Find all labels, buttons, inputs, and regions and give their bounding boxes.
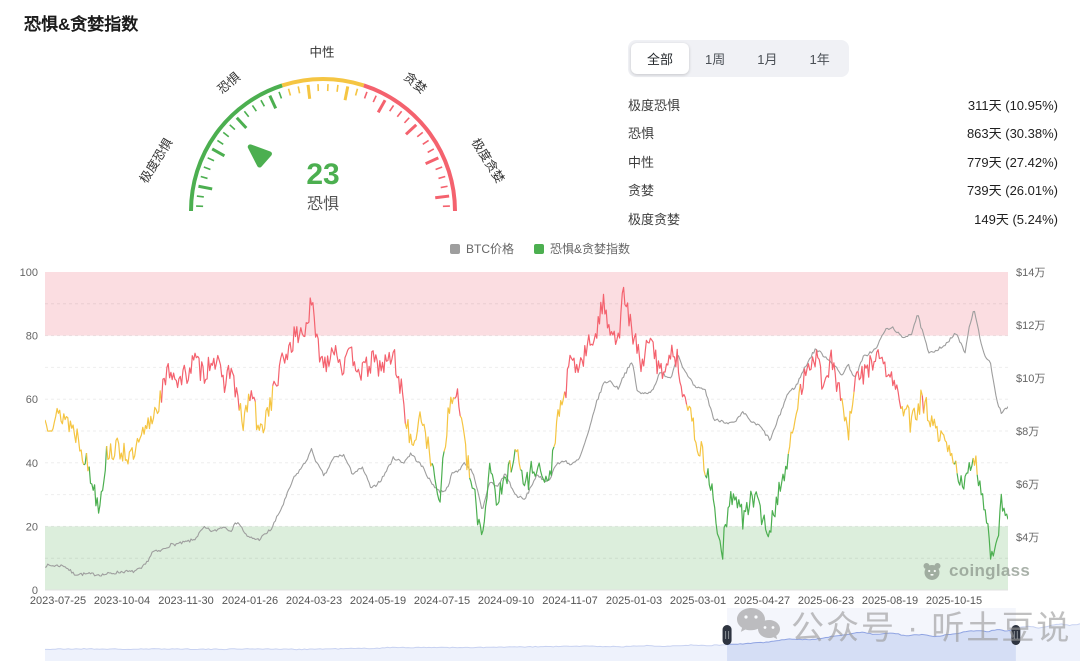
tab-all[interactable]: 全部 xyxy=(631,43,690,74)
svg-text:2025-10-15: 2025-10-15 xyxy=(926,595,982,607)
svg-text:2025-01-03: 2025-01-03 xyxy=(606,595,662,607)
fear-greed-history-chart[interactable]: 0 20 40 60 80 100 $14万 $12万 $10万 $8万 $6万 $4万 2023-07… xyxy=(0,246,1080,610)
page-title: 恐惧&贪婪指数 xyxy=(24,15,139,34)
tab-1-week[interactable]: 1周 xyxy=(705,52,726,67)
stat-value: 739天 (26.01%) xyxy=(966,183,1058,199)
stat-value: 149天 (5.24%) xyxy=(974,211,1058,227)
fear-greed-gauge: 23 恐惧 极度恐惧 恐惧 中性 贪婪 极度贪婪 xyxy=(137,38,510,234)
svg-text:2023-07-25: 2023-07-25 xyxy=(30,595,86,607)
chart-legend: BTC价格 恐惧&贪婪指数 xyxy=(0,240,1080,257)
wechat-icon xyxy=(737,608,780,640)
coinglass-logo-icon xyxy=(923,563,941,580)
svg-text:2024-09-10: 2024-09-10 xyxy=(478,595,534,607)
legend-swatch-gray xyxy=(449,243,460,254)
svg-text:$14万: $14万 xyxy=(1016,267,1045,279)
stat-row-neutral: 中性 779天 (27.42%) xyxy=(628,147,1058,176)
svg-text:20: 20 xyxy=(26,521,38,533)
svg-text:2024-03-23: 2024-03-23 xyxy=(286,595,342,607)
stat-value: 863天 (30.38%) xyxy=(966,126,1058,142)
stat-label: 中性 xyxy=(628,154,655,170)
gauge-svg: 23 恐惧 xyxy=(189,77,457,213)
nav-handle-right[interactable] xyxy=(1011,625,1021,645)
nav-handle-left[interactable] xyxy=(722,625,732,645)
gauge-value-label: 恐惧 xyxy=(307,195,339,213)
svg-text:2023-11-30: 2023-11-30 xyxy=(158,595,213,607)
legend-item-btc-price[interactable]: BTC价格 xyxy=(449,240,514,257)
legend-label: 恐惧&贪婪指数 xyxy=(550,242,631,256)
svg-text:2025-08-19: 2025-08-19 xyxy=(862,595,918,607)
tab-1-year[interactable]: 1年 xyxy=(809,52,830,67)
stat-label: 恐惧 xyxy=(628,126,655,142)
stat-label: 贪婪 xyxy=(628,183,655,199)
svg-text:2024-11-07: 2024-11-07 xyxy=(542,595,597,607)
coinglass-watermark: coinglass xyxy=(921,560,1030,582)
wechat-watermark-text: 公众号 · 听土豆说 xyxy=(791,609,1072,646)
legend-item-fear-greed-index[interactable]: 恐惧&贪婪指数 xyxy=(534,240,630,257)
tab-1-month[interactable]: 1月 xyxy=(757,52,778,67)
svg-text:2025-03-01: 2025-03-01 xyxy=(670,595,726,607)
svg-text:80: 80 xyxy=(26,331,38,343)
svg-text:0: 0 xyxy=(32,585,38,597)
svg-text:60: 60 xyxy=(26,394,38,406)
legend-swatch-green xyxy=(534,243,544,254)
svg-text:2025-06-23: 2025-06-23 xyxy=(798,595,854,607)
svg-text:2025-04-27: 2025-04-27 xyxy=(734,595,790,607)
wechat-watermark: 公众号 · 听土豆说 xyxy=(735,601,1071,649)
stat-rows: 极度恐惧 311天 (10.95%) 恐惧 863天 (30.38%) 中性 7… xyxy=(628,90,1058,233)
stat-label: 极度恐惧 xyxy=(628,97,681,113)
svg-text:$10万: $10万 xyxy=(1016,373,1045,385)
svg-text:$6万: $6万 xyxy=(1016,479,1039,491)
svg-text:40: 40 xyxy=(26,458,38,470)
stat-row-greed: 贪婪 739天 (26.01%) xyxy=(628,176,1058,205)
stat-value: 311天 (10.95%) xyxy=(967,97,1058,113)
stat-label: 极度贪婪 xyxy=(628,211,681,227)
svg-text:2024-05-19: 2024-05-19 xyxy=(350,595,406,607)
time-range-tabbar: 全部 1周 1月 1年 xyxy=(628,40,849,77)
gauge-label-neutral: 中性 xyxy=(309,45,335,60)
svg-text:$4万: $4万 xyxy=(1016,532,1039,544)
svg-text:2024-01-26: 2024-01-26 xyxy=(222,595,278,607)
svg-text:100: 100 xyxy=(20,267,38,279)
svg-text:$12万: $12万 xyxy=(1016,320,1045,332)
stat-row-extreme-fear: 极度恐惧 311天 (10.95%) xyxy=(628,90,1058,119)
chart-navigator[interactable] xyxy=(0,608,1080,661)
svg-text:2024-07-15: 2024-07-15 xyxy=(414,595,470,607)
svg-text:2023-10-04: 2023-10-04 xyxy=(94,595,150,607)
coinglass-watermark-text: coinglass xyxy=(949,561,1031,580)
legend-label: BTC价格 xyxy=(465,242,514,256)
gauge-value: 23 xyxy=(306,158,339,191)
stat-row-fear: 恐惧 863天 (30.38%) xyxy=(628,119,1058,148)
stats-panel: 全部 1周 1月 1年 极度恐惧 311天 (10.95%) 恐惧 863天 (… xyxy=(628,40,1058,233)
stat-row-extreme-greed: 极度贪婪 149天 (5.24%) xyxy=(628,204,1058,233)
svg-text:$8万: $8万 xyxy=(1016,426,1039,438)
stat-value: 779天 (27.42%) xyxy=(966,154,1058,170)
